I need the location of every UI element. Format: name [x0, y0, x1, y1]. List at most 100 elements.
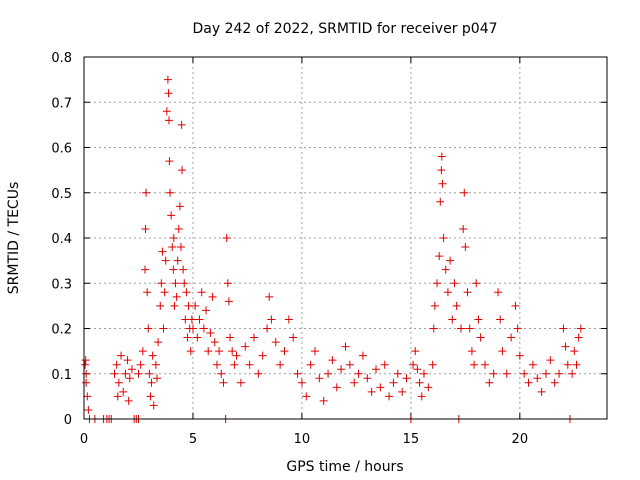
- data-point: [143, 288, 152, 297]
- data-point: [393, 369, 402, 378]
- data-point: [158, 247, 167, 256]
- data-point: [380, 360, 389, 369]
- data-point: [136, 360, 145, 369]
- data-point: [153, 374, 162, 383]
- data-point: [254, 369, 263, 378]
- data-point: [245, 360, 254, 369]
- data-point: [515, 351, 524, 360]
- data-point: [559, 324, 568, 333]
- data-point: [555, 369, 564, 378]
- data-point: [162, 107, 171, 116]
- data-point: [157, 279, 166, 288]
- data-point: [169, 265, 178, 274]
- data-point: [511, 301, 520, 310]
- data-point: [489, 369, 498, 378]
- grid-lines: [84, 57, 607, 419]
- data-point: [436, 197, 445, 206]
- data-point: [121, 369, 130, 378]
- data-point: [424, 383, 433, 392]
- data-point: [127, 365, 136, 374]
- data-point: [459, 224, 468, 233]
- data-point: [350, 378, 359, 387]
- data-point: [119, 387, 128, 396]
- data-point: [83, 392, 92, 401]
- data-point: [175, 202, 184, 211]
- data-point: [528, 360, 537, 369]
- data-point: [452, 301, 461, 310]
- data-point: [345, 360, 354, 369]
- x-tick-label: 15: [403, 432, 420, 447]
- data-point: [232, 351, 241, 360]
- data-point: [171, 279, 180, 288]
- data-point: [463, 288, 472, 297]
- data-point: [341, 342, 350, 351]
- data-point: [147, 378, 156, 387]
- data-point: [389, 378, 398, 387]
- data-point: [413, 365, 422, 374]
- data-point: [513, 324, 522, 333]
- data-point: [204, 347, 213, 356]
- data-point: [187, 315, 196, 324]
- data-point: [306, 360, 315, 369]
- data-point: [485, 378, 494, 387]
- data-point: [117, 351, 126, 360]
- data-point: [417, 392, 426, 401]
- data-point: [110, 369, 119, 378]
- data-point: [197, 288, 206, 297]
- data-point: [174, 224, 183, 233]
- data-point: [276, 360, 285, 369]
- data-point: [186, 347, 195, 356]
- data-point: [170, 301, 179, 310]
- data-point: [271, 338, 280, 347]
- data-point: [448, 315, 457, 324]
- data-point: [206, 329, 215, 338]
- data-point: [114, 378, 123, 387]
- data-point: [467, 347, 476, 356]
- data-point: [446, 256, 455, 265]
- data-point: [280, 347, 289, 356]
- data-point: [224, 297, 233, 306]
- data-point: [332, 383, 341, 392]
- data-point: [124, 396, 133, 405]
- data-point: [210, 338, 219, 347]
- data-point: [138, 347, 147, 356]
- data-point: [112, 360, 121, 369]
- data-point: [180, 279, 189, 288]
- data-point: [433, 279, 442, 288]
- data-point: [474, 315, 483, 324]
- data-point: [465, 324, 474, 333]
- data-point: [435, 252, 444, 261]
- y-tick-label: 0: [64, 413, 72, 428]
- x-tick-label: 10: [294, 432, 311, 447]
- data-point: [546, 356, 555, 365]
- data-point: [456, 324, 465, 333]
- data-point: [202, 306, 211, 315]
- y-tick-label: 0.7: [51, 96, 72, 111]
- data-point: [472, 279, 481, 288]
- data-point: [142, 188, 151, 197]
- data-point: [476, 333, 485, 342]
- data-point: [163, 75, 172, 84]
- data-point: [226, 333, 235, 342]
- data-point: [172, 292, 181, 301]
- data-point: [167, 211, 176, 220]
- data-point: [154, 338, 163, 347]
- data-point: [217, 369, 226, 378]
- data-point: [437, 152, 446, 161]
- data-point: [533, 374, 542, 383]
- data-point: [148, 351, 157, 360]
- data-point: [159, 324, 168, 333]
- data-point: [524, 378, 533, 387]
- data-point: [149, 401, 158, 410]
- y-tick-label: 0.3: [51, 277, 72, 292]
- data-point: [134, 369, 143, 378]
- data-point: [228, 347, 237, 356]
- data-point: [82, 378, 91, 387]
- data-point: [193, 333, 202, 342]
- data-point: [297, 378, 306, 387]
- data-point: [144, 324, 153, 333]
- y-tick-label: 0.8: [51, 51, 72, 66]
- data-point: [81, 356, 90, 365]
- data-point: [419, 369, 428, 378]
